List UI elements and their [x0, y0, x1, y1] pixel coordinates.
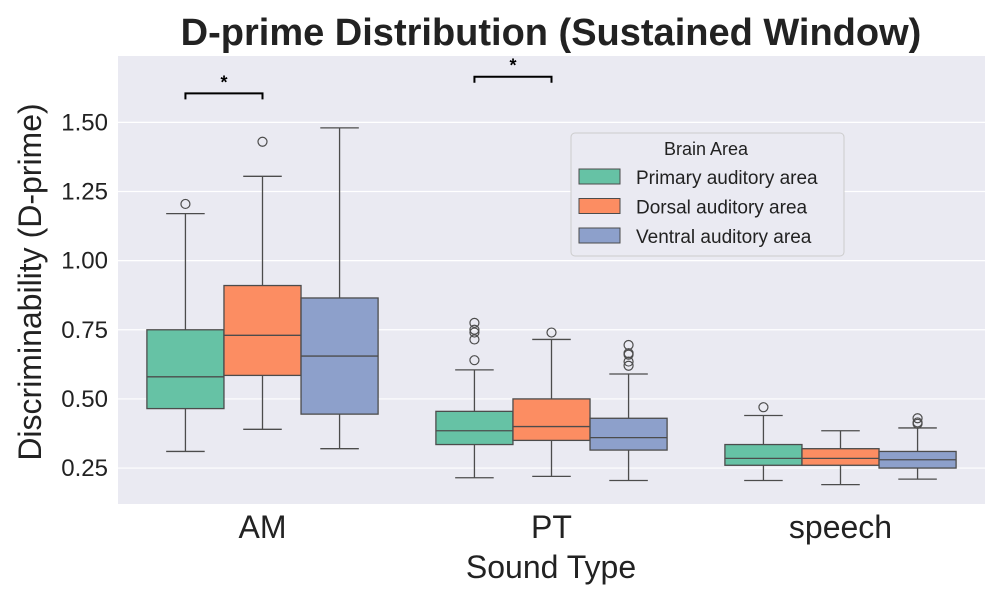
x-tick-labels: AM PT speech	[239, 509, 893, 545]
box-group	[512, 327, 591, 477]
box-iqr	[435, 410, 514, 446]
box-iqr	[146, 329, 225, 410]
significance-star: *	[509, 56, 516, 76]
box-iqr	[724, 443, 803, 466]
legend-label: Ventral auditory area	[636, 227, 812, 248]
box-group	[435, 317, 514, 479]
box-group	[589, 339, 668, 482]
significance-annotations: **	[184, 56, 553, 100]
outlier-point	[180, 198, 191, 210]
outlier-point	[623, 348, 634, 359]
outlier-point	[623, 356, 634, 367]
x-axis-label: Sound Type	[466, 549, 636, 585]
outlier-point	[469, 317, 480, 328]
outlier-point	[912, 417, 923, 428]
legend-swatch	[578, 198, 621, 214]
outlier-point	[469, 324, 480, 335]
outlier-point	[469, 334, 480, 345]
legend-swatch	[578, 168, 621, 185]
outlier-point	[469, 327, 480, 338]
x-tick-label: PT	[531, 509, 572, 545]
legend-label: Primary auditory area	[636, 168, 818, 189]
y-axis-label: Discriminability (D-prime)	[12, 103, 48, 460]
legend-swatch	[578, 227, 621, 244]
legend-title: Brain Area	[664, 139, 749, 159]
outlier-point	[912, 413, 923, 424]
box-iqr	[801, 448, 880, 466]
outlier-point	[469, 355, 480, 366]
box-group	[146, 198, 225, 453]
y-tick-label: 0.50	[61, 386, 108, 413]
legend-items: Primary auditory area Dorsal auditory are…	[578, 168, 818, 248]
box-iqr	[512, 398, 591, 442]
chart-title: D-prime Distribution (Sustained Window)	[181, 12, 922, 54]
significance-bracket	[184, 92, 264, 100]
box-group	[878, 413, 957, 480]
outlier-point	[546, 327, 557, 338]
box-iqr	[589, 417, 668, 451]
y-tick-labels: 0.25 0.50 0.75 1.00 1.25 1.50	[61, 109, 108, 482]
box-group	[724, 402, 803, 482]
box-group	[300, 127, 379, 450]
significance-bracket	[473, 75, 553, 83]
box-iqr	[223, 284, 302, 377]
y-tick-label: 0.25	[61, 455, 108, 482]
outlier-point	[257, 136, 268, 147]
significance-star: *	[220, 72, 227, 92]
y-tick-label: 1.50	[61, 109, 108, 136]
legend-frame	[570, 132, 845, 257]
y-tick-label: 1.25	[61, 179, 108, 206]
y-tick-label: 1.00	[61, 248, 108, 275]
box-group	[223, 136, 302, 430]
outlier-point	[623, 339, 634, 351]
legend-label: Dorsal auditory area	[636, 198, 808, 219]
x-tick-label: speech	[789, 509, 892, 545]
box-groups	[146, 127, 957, 486]
x-tick-label: AM	[239, 509, 287, 545]
outlier-point	[758, 402, 769, 413]
outlier-point	[623, 360, 634, 371]
legend: Brain Area Primary auditory area Dorsal a…	[570, 132, 845, 257]
y-tick-label: 0.75	[61, 317, 108, 344]
